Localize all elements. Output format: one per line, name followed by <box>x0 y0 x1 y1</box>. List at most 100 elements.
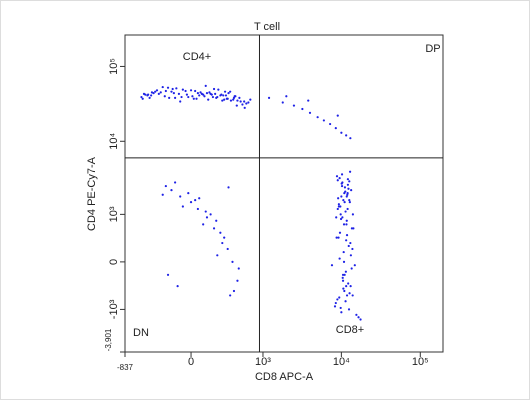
plot-frame <box>124 34 444 353</box>
event-dot <box>334 301 337 305</box>
event-dot <box>232 96 236 99</box>
event-dot <box>345 294 349 297</box>
event-dot <box>340 195 343 198</box>
event-dot <box>334 127 337 130</box>
event-dot <box>348 170 352 173</box>
event-dot <box>347 282 350 285</box>
event-dot <box>345 223 348 226</box>
event-dot <box>338 231 342 234</box>
event-dot <box>345 134 348 137</box>
event-dot <box>195 97 198 100</box>
event-dot <box>209 213 212 216</box>
event-dot <box>211 95 215 99</box>
event-dot <box>343 273 346 276</box>
event-dot <box>198 197 201 200</box>
event-dot <box>174 96 177 99</box>
event-dot <box>339 213 342 216</box>
event-dot <box>340 311 343 314</box>
y-tick-label: -3,901 <box>104 328 113 351</box>
event-dot <box>196 92 199 95</box>
event-dot <box>224 94 228 97</box>
event-dot <box>333 305 337 308</box>
event-dot <box>243 106 246 109</box>
event-dot <box>208 91 211 94</box>
event-dot <box>344 210 347 213</box>
event-dot <box>174 181 177 184</box>
quadrant-label: DN <box>133 327 149 339</box>
event-dot <box>161 193 164 196</box>
event-dot <box>229 90 232 93</box>
event-dot <box>177 92 181 95</box>
event-dot <box>221 241 224 245</box>
event-dot <box>141 97 144 100</box>
event-dot <box>161 85 164 89</box>
event-dot <box>164 89 167 93</box>
event-dot <box>166 86 170 89</box>
event-dot <box>163 95 166 98</box>
event-dot <box>342 260 346 263</box>
event-dot <box>229 294 232 297</box>
event-dot <box>226 247 229 251</box>
event-dot <box>350 189 353 192</box>
event-dot <box>200 92 203 95</box>
event-dot <box>176 285 179 288</box>
event-dot <box>233 95 236 98</box>
event-dot <box>350 267 353 270</box>
y-tick-label: 0 <box>108 259 120 265</box>
event-dot <box>217 88 220 91</box>
x-tick-label: 10⁴ <box>333 356 350 368</box>
event-dot <box>232 98 235 101</box>
event-dot <box>345 234 349 237</box>
event-dot <box>336 179 339 182</box>
event-dot <box>355 313 358 316</box>
event-dot <box>243 100 246 103</box>
event-dot <box>187 192 190 195</box>
y-tick-label: 10⁵ <box>108 58 120 75</box>
event-dot <box>347 244 350 248</box>
event-dot <box>196 207 199 211</box>
event-dot <box>338 177 341 180</box>
quadrant-label: DP <box>425 43 440 55</box>
event-dot <box>342 287 345 290</box>
event-dot <box>359 318 362 321</box>
event-dot <box>180 95 183 99</box>
event-dot <box>170 90 173 93</box>
event-dot <box>340 173 344 176</box>
event-dot <box>345 239 348 242</box>
event-dot <box>345 219 348 222</box>
event-dot <box>345 195 348 198</box>
event-dot <box>247 101 250 104</box>
event-dot <box>150 94 153 97</box>
event-dot <box>194 89 197 93</box>
event-dot <box>223 98 226 101</box>
event-dot <box>205 92 209 95</box>
event-dot <box>348 180 351 183</box>
event-dot <box>215 96 218 99</box>
y-tick-label: 10⁴ <box>108 133 120 150</box>
event-dot <box>337 205 340 208</box>
event-dot <box>337 197 340 200</box>
y-axis-label: CD4 PE-Cy7-A <box>86 156 98 231</box>
event-dot <box>227 186 230 189</box>
event-dot <box>281 101 284 104</box>
y-tick-label: 10³ <box>108 206 120 222</box>
y-tick-label: -10³ <box>108 299 120 319</box>
event-dot <box>345 285 348 288</box>
event-dot <box>181 88 184 91</box>
event-dot <box>214 92 217 95</box>
event-dot <box>140 95 143 99</box>
event-dot <box>179 100 182 103</box>
event-dot <box>175 87 178 90</box>
event-dot <box>349 285 352 288</box>
event-dot <box>198 94 201 97</box>
quadrant-label: CD4+ <box>183 51 211 63</box>
event-dot <box>340 131 343 134</box>
event-dot <box>172 92 175 95</box>
x-tick-label: -837 <box>117 363 134 372</box>
event-dot <box>347 187 350 190</box>
event-dot <box>335 236 338 239</box>
event-dot <box>351 213 355 216</box>
event-dot <box>340 184 344 188</box>
